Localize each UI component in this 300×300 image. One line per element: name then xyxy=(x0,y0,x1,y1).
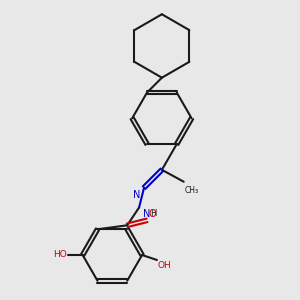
Text: H: H xyxy=(150,209,156,218)
Text: N: N xyxy=(133,190,140,200)
Text: O: O xyxy=(148,209,156,219)
Text: N: N xyxy=(143,209,150,219)
Text: OH: OH xyxy=(158,261,172,270)
Text: HO: HO xyxy=(53,250,67,259)
Text: CH₃: CH₃ xyxy=(185,186,199,195)
